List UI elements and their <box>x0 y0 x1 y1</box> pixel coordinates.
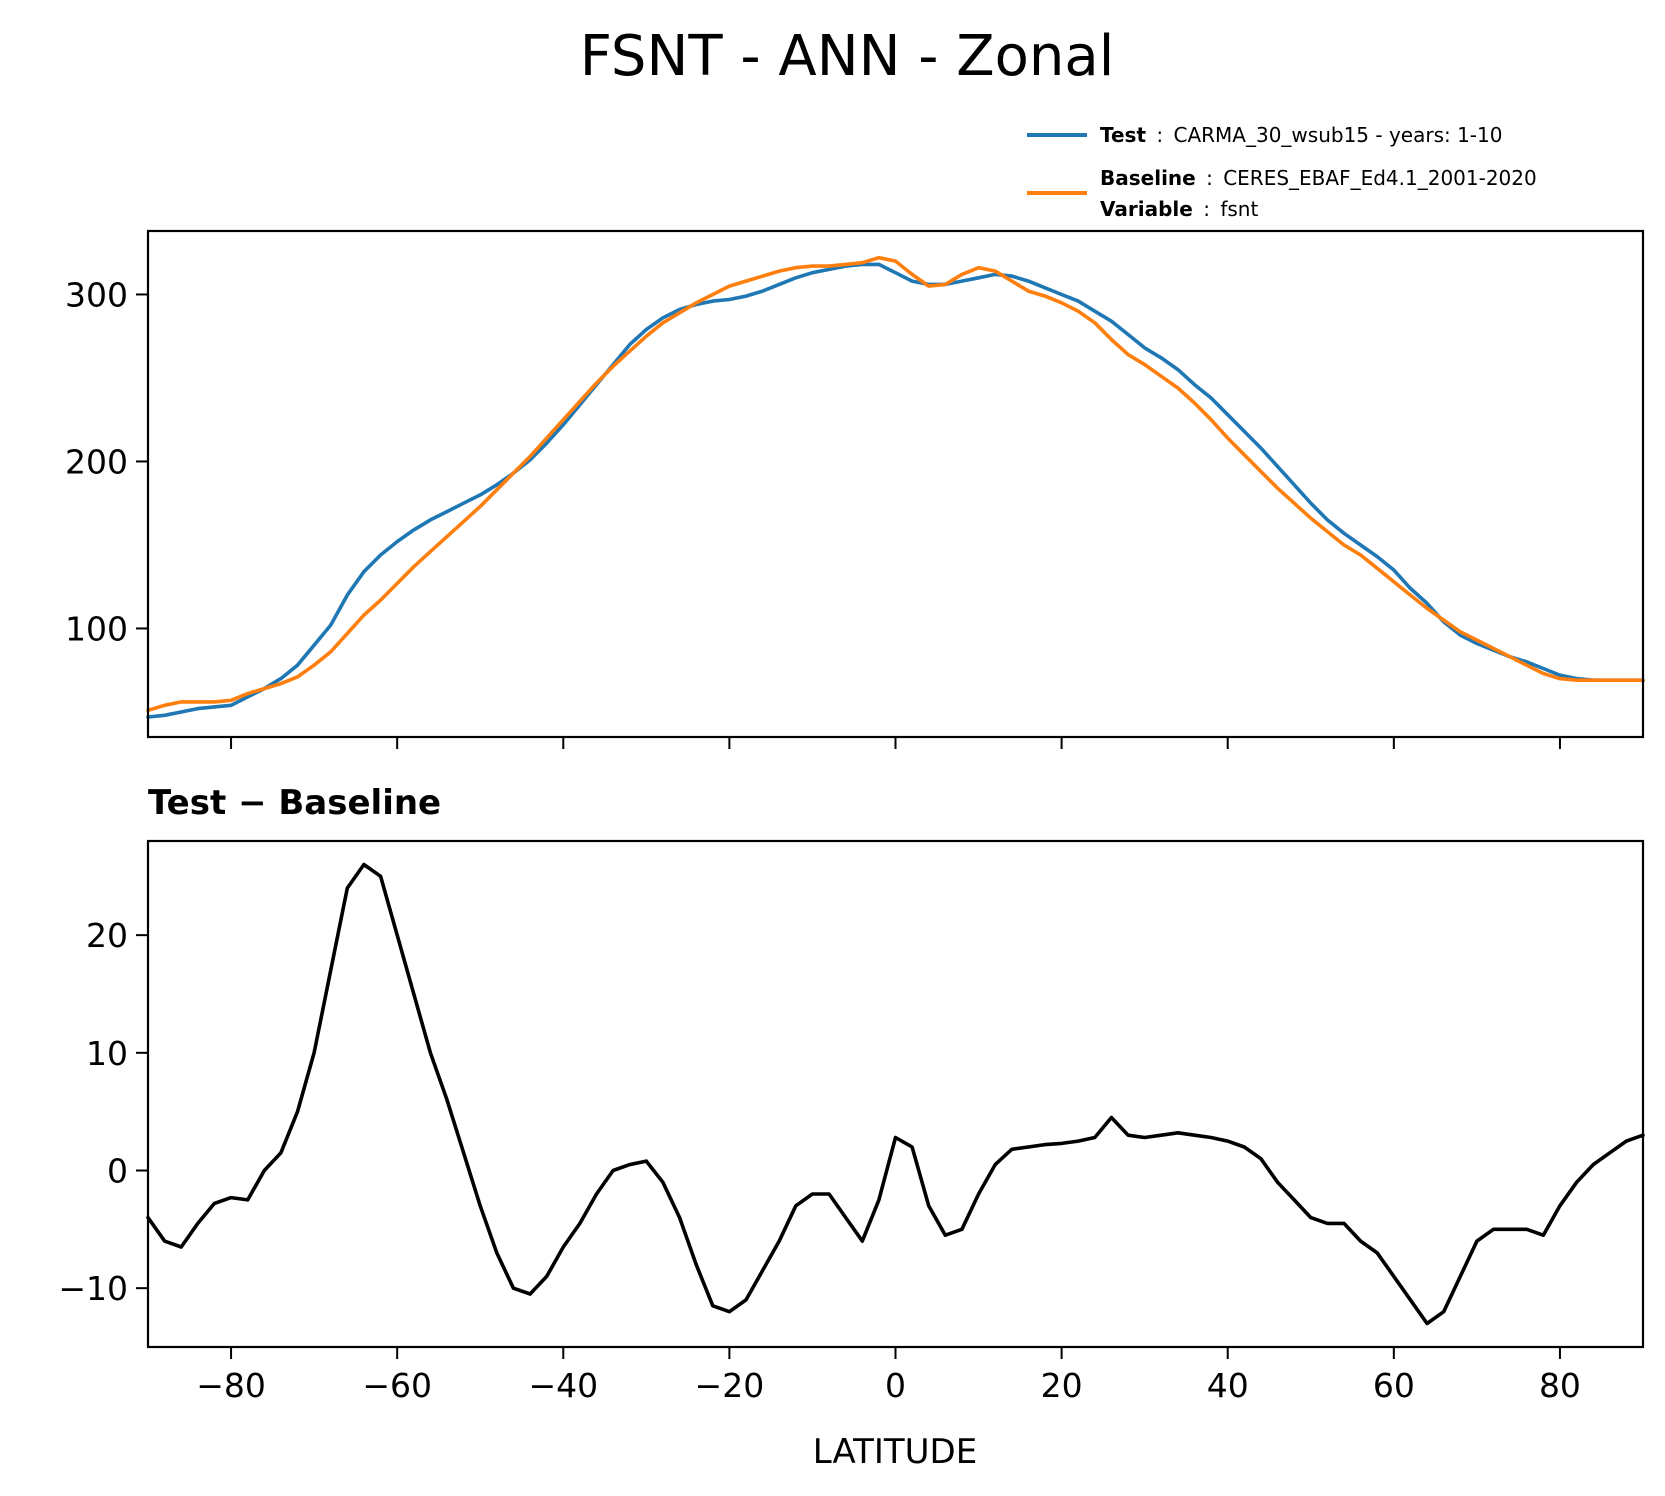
bottom-y-tick-label: 10 <box>86 1034 128 1073</box>
legend: Test : CARMA_30_wsub15 - years: 1-10 Bas… <box>1027 123 1537 221</box>
bottom-y-tick-label: −10 <box>58 1269 128 1308</box>
legend-variable-key: Variable <box>1100 197 1193 221</box>
zonal-mean-panel: 100 200 300 <box>65 229 1645 749</box>
top-series-baseline-line <box>146 255 1645 713</box>
legend-baseline-entry: Baseline : CERES_EBAF_Ed4.1_2001-2020 <box>1100 166 1537 190</box>
difference-panel-title: Test − Baseline <box>148 783 441 823</box>
legend-baseline-value: CERES_EBAF_Ed4.1_2001-2020 <box>1223 166 1537 190</box>
top-axes-frame <box>146 229 1645 739</box>
figure-title: FSNT - ANN - Zonal <box>580 24 1115 89</box>
bottom-y-tick-label: 0 <box>107 1151 128 1190</box>
legend-baseline-key: Baseline <box>1100 166 1196 190</box>
bottom-x-tick-label: −60 <box>362 1366 432 1405</box>
top-series-test-line <box>146 262 1645 719</box>
legend-test-value: CARMA_30_wsub15 - years: 1-10 <box>1173 123 1502 147</box>
bottom-x-tick-label: −40 <box>528 1366 598 1405</box>
legend-variable-entry: Variable : fsnt <box>1100 197 1258 221</box>
bottom-x-tick-label: 40 <box>1207 1366 1249 1405</box>
bottom-x-tick-label: 20 <box>1041 1366 1083 1405</box>
legend-test-entry: Test : CARMA_30_wsub15 - years: 1-10 <box>1100 123 1502 147</box>
bottom-axes-frame <box>146 839 1645 1349</box>
top-y-tick-label: 200 <box>65 442 128 481</box>
x-axis-label: LATITUDE <box>813 1432 977 1472</box>
top-y-tick-label: 100 <box>65 609 128 648</box>
legend-test-key: Test <box>1100 123 1146 147</box>
bottom-series-difference-line <box>146 862 1645 1326</box>
difference-panel: −80 −60 −40 −20 0 20 40 60 80 −10 0 10 20 <box>58 839 1645 1405</box>
top-y-tick-label: 300 <box>65 275 128 314</box>
bottom-x-tick-label: 0 <box>885 1366 906 1405</box>
legend-variable-value: fsnt <box>1220 197 1258 221</box>
bottom-y-tick-label: 20 <box>86 916 128 955</box>
bottom-x-tick-label: −20 <box>695 1366 765 1405</box>
bottom-x-tick-label: −80 <box>196 1366 266 1405</box>
bottom-x-tick-label: 80 <box>1539 1366 1581 1405</box>
bottom-x-tick-label: 60 <box>1373 1366 1415 1405</box>
